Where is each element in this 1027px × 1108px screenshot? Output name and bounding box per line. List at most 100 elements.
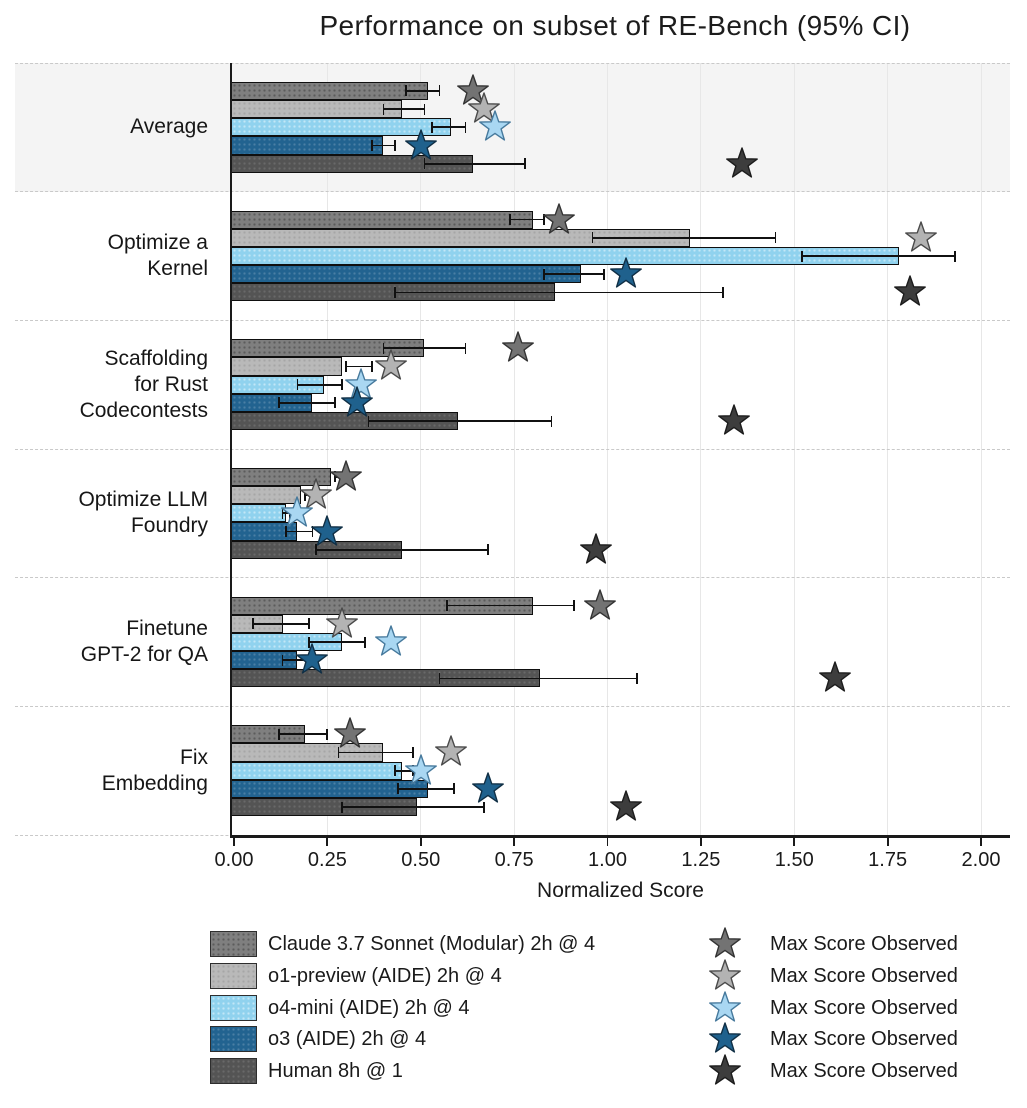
max-score-star [434, 735, 467, 767]
x-tick [233, 837, 235, 846]
error-cap-high [543, 214, 545, 226]
bar-average [230, 100, 403, 119]
category-label-finetune-gpt-2-for-qa: Finetune GPT-2 for QA [80, 617, 208, 666]
error-bar [346, 365, 373, 368]
error-cap-low [382, 342, 385, 354]
legend-swatch-3 [210, 994, 257, 1021]
error-cap-low [285, 526, 288, 538]
error-cap-low [333, 471, 336, 483]
bar-finetune-gpt-2-for-qa [230, 596, 533, 615]
error-cap-high [326, 728, 329, 740]
x-tick [513, 837, 516, 846]
error-cap-high [953, 250, 956, 262]
legend-max-label: Max Score Observed [770, 996, 958, 1019]
error-cap-high [341, 379, 344, 391]
legend-max-label: Max Score Observed [770, 964, 958, 987]
error-cap-low [438, 672, 441, 684]
x-tick-label: 1.75 [868, 849, 908, 871]
max-score-star [580, 533, 613, 564]
band-separator [15, 191, 1010, 193]
error-cap-high [453, 783, 456, 795]
max-score-star [374, 625, 407, 656]
category-label-fix-embedding: Fix Embedding [101, 745, 208, 795]
bar-scaffolding-for-rust-codecontests [230, 375, 324, 394]
legend-swatch-4 [210, 1026, 257, 1053]
error-cap-high [393, 140, 396, 152]
error-cap-high [722, 286, 725, 298]
legend-series-label: o3 (AIDE) 2h @ 4 [268, 1028, 427, 1051]
max-score-star [472, 772, 504, 803]
x-tick-label: 0.25 [307, 849, 347, 871]
max-score-star [296, 643, 329, 674]
legend-max-star-1 [709, 927, 741, 958]
error-bar [431, 126, 466, 129]
legend-max-star-3 [709, 990, 741, 1022]
error-cap-low [277, 728, 280, 740]
max-score-star [468, 92, 501, 123]
error-bar [446, 604, 574, 607]
legend-swatch-1 [210, 931, 257, 957]
max-score-star [330, 460, 362, 491]
max-score-star [281, 496, 314, 527]
max-score-star [341, 386, 374, 417]
x-tick [980, 837, 982, 846]
max-score-star [404, 753, 437, 785]
x-tick-label: 0.75 [494, 849, 534, 871]
error-cap-high [636, 672, 639, 684]
max-score-star [610, 257, 643, 288]
max-score-star [894, 275, 926, 307]
error-bar [338, 751, 414, 754]
error-bar [297, 383, 343, 386]
legend-max-star-5 [709, 1054, 741, 1085]
error-cap-high [524, 158, 527, 170]
legend-series-label: o4-mini (AIDE) 2h @ 4 [268, 996, 470, 1019]
bar-scaffolding-for-rust-codecontests [230, 393, 313, 412]
band-separator [15, 705, 1010, 707]
error-cap-low [281, 654, 284, 666]
bar-optimize-llm-foundry [230, 522, 298, 541]
max-score-star [610, 790, 643, 821]
error-cap-high [602, 268, 605, 280]
legend-max-label: Max Score Observed [770, 1060, 958, 1083]
x-tick-label: 2.00 [961, 849, 1001, 871]
error-cap-low [281, 507, 284, 519]
x-tick-label: 0.00 [214, 849, 254, 871]
legend-swatch-5 [210, 1058, 257, 1085]
error-bar [278, 401, 335, 404]
max-score-star [819, 661, 852, 693]
category-label-scaffolding-for-rust-codecontests: Scaffolding for Rust Codecontests [79, 346, 208, 422]
error-cap-high [464, 342, 467, 354]
max-score-star [584, 588, 616, 620]
error-cap-low [341, 801, 344, 813]
error-cap-low [345, 360, 347, 372]
error-cap-low [397, 783, 400, 795]
max-score-star [300, 478, 333, 509]
legend-max-star-2 [709, 959, 741, 990]
bar-optimize-a-kernel [230, 265, 582, 284]
bar-optimize-llm-foundry [230, 467, 332, 487]
max-score-star [726, 147, 758, 178]
x-tick-label: 1.50 [774, 849, 814, 871]
bar-average [230, 136, 384, 155]
error-cap-high [438, 85, 441, 97]
bar-average [230, 154, 474, 173]
error-bar [510, 218, 544, 221]
error-bar [439, 677, 638, 680]
bar-average [230, 81, 429, 101]
error-cap-low [304, 489, 306, 501]
x-axis-label: Normalized Score [537, 879, 704, 902]
x-tick [699, 837, 702, 846]
error-cap-high [774, 232, 777, 244]
error-bar [383, 347, 466, 350]
chart-title: Performance on subset of RE-Bench (95% C… [319, 10, 911, 41]
category-label-average: Average [130, 115, 208, 139]
error-cap-low [307, 636, 310, 648]
bar-scaffolding-for-rust-codecontests [230, 357, 343, 376]
error-cap-high [363, 636, 366, 648]
error-bar [282, 659, 313, 662]
bar-finetune-gpt-2-for-qa [230, 651, 298, 670]
error-cap-high [550, 415, 553, 427]
error-bar [394, 291, 724, 294]
error-bar [282, 512, 291, 515]
